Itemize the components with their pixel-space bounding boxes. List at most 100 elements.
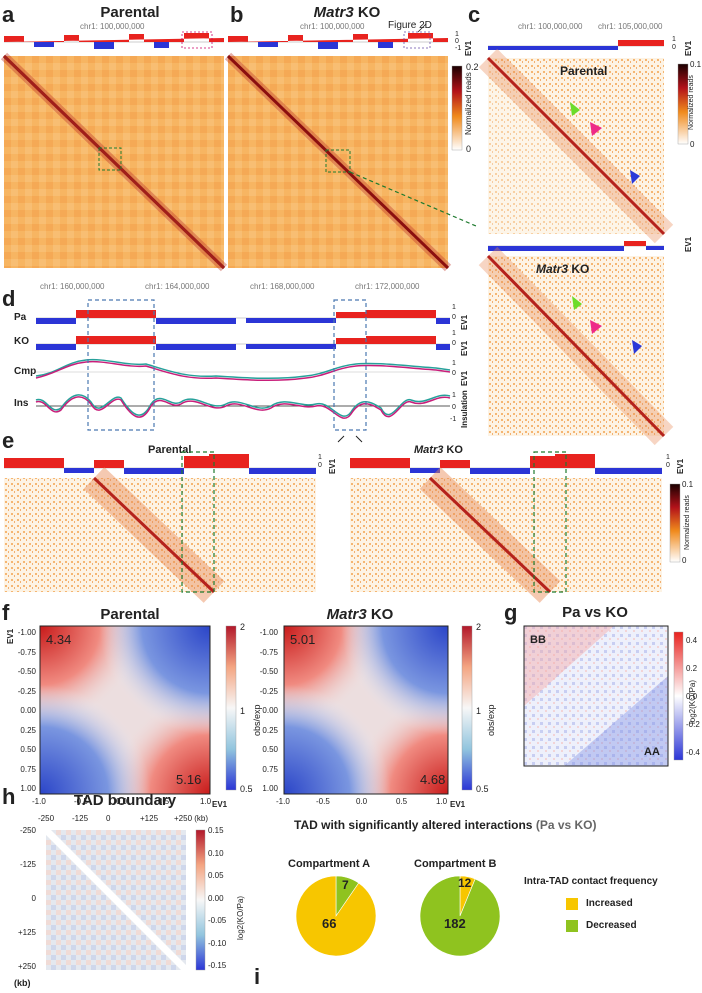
f-right-cb-2: 2 [476,622,482,632]
i-legend-decreased: Decreased [586,920,637,931]
i-legend-increased: Increased [586,898,633,909]
h-cb-label: log2(KO/Pa) [236,895,245,940]
d-ev-tick-1c: 1 [452,360,456,367]
panel-c-coord1: chr1: 100,000,000 [518,22,583,31]
panel-a-ev-track [4,31,224,49]
c-colorbar [677,63,689,145]
ab-ev-tick-0: 0 [455,38,459,45]
d-ev-tick-0c: 0 [452,370,456,377]
f-left-title: Parental [100,606,160,623]
i-a-increased: 66 [322,916,337,931]
ab-colorbar [451,65,463,151]
h-cbticks-5: -0.10 [208,938,227,948]
h-yunit: (kb) [14,978,31,988]
ev-blue-a [34,42,169,49]
e-ev-tick-0l: 0 [318,462,322,469]
panel-b-callout: Figure 2D [388,20,432,31]
panel-e-right [350,451,662,603]
pie-b-decreased-slice [419,875,501,957]
f-right-yticks-5: 0.25 [262,725,278,735]
i-title-main: TAD with significantly altered interacti… [294,818,536,832]
f-right-xticks-4: 1.0 [436,797,448,806]
panel-b-title-italic: Matr3 [313,4,354,21]
f-right-title-italic: Matr3 [326,606,367,623]
panel-a-hic-map [0,52,228,272]
f-right-cb-05: 0.5 [476,784,489,794]
ab-cb-max: 0.2 [466,62,479,72]
panel-letter-g: g [504,600,518,625]
f-right-yticks-0: -1.00 [259,628,278,637]
e-ev-tick-1r: 1 [666,454,670,461]
g-cb-label: log2(KO/Pa) [688,679,697,724]
i-legend-title: Intra-TAD contact frequency [524,876,658,887]
c-cb-label: Normalized reads [688,75,695,130]
d-ins-label: Insulation [460,390,469,428]
f-left-colorbar [225,625,237,791]
g-title: Pa vs KO [562,604,628,621]
c-cb-max: 0.1 [690,60,702,69]
h-xticks-1: -125 [72,814,89,823]
f-right-xlabel: EV1 [450,800,466,809]
f-left-yticks-5: 0.25 [20,725,36,735]
c-ev-label: EV1 [684,40,693,56]
d-ins-tick-0: 0 [452,404,456,411]
h-cbticks-6: -0.15 [208,961,227,970]
d-coord-2: chr1: 168,000,000 [250,282,315,291]
f-right-corner-top: 5.01 [290,632,316,647]
panel-d-tracks [35,299,451,443]
h-cbticks-3: 0.00 [208,893,224,903]
f-right-yticks-3: -0.25 [259,686,278,696]
d-ins-tick-1: 1 [452,392,456,399]
g-cbticks-3: -0.2 [686,720,700,729]
f-left-yticks-3: -0.25 [17,686,36,696]
f-left-yticks-7: 0.75 [20,764,36,774]
panel-c-ev-bottom [488,241,664,251]
f-right-yticks-2: -0.50 [259,667,278,676]
h-cbticks-0: 0.15 [208,826,224,835]
h-yticks-0: -250 [19,826,36,835]
arrowhead-green-top [570,102,580,116]
panel-letter-d: d [2,286,16,311]
arrowhead-pink-top [590,122,602,136]
e-ev-label-r: EV1 [676,458,685,474]
panel-letter-c: c [468,2,481,27]
g-cbticks-0: 0.4 [686,636,698,645]
f-left-xticks-4: 1.0 [200,797,212,806]
f-right-yticks-1: -0.75 [259,647,278,657]
f-left-yticks-2: -0.50 [17,667,36,676]
d-ins-tick-m1: -1 [450,416,457,423]
h-heatmap [43,827,189,973]
ab-ev-label: EV1 [464,40,473,56]
panel-b-title-suffix: KO [353,4,381,21]
c-ev-tick-1: 1 [672,36,676,43]
d-row-ko: KO [14,336,29,347]
f-right-title-suffix: KO [366,606,394,623]
panel-letter-a: a [2,2,15,27]
e-cb-min: 0 [682,556,687,565]
g-cbticks-1: 0.2 [686,664,698,673]
d-ev-tick-0b: 0 [452,340,456,347]
panel-c-bottom-italic: Matr3 [536,262,569,276]
f-right-xticks-2: 0.0 [356,797,368,806]
d-ev-tick-1b: 1 [452,330,456,337]
f-left-xlabel: EV1 [212,800,228,809]
c-ev-tick-0: 0 [672,44,676,51]
panel-b-coord: chr1: 100,000,000 [300,22,365,31]
i-b-decreased: 182 [444,916,466,931]
d-coord-0: chr1: 160,000,000 [40,282,105,291]
f-left-yticks-8: 1.00 [20,784,36,793]
panel-letter-h: h [2,784,16,809]
panel-letter-b: b [230,2,244,27]
f-left-xticks-3: 0.5 [158,797,170,806]
h-xticks-0: -250 [38,814,55,823]
panel-c-hic-parental [478,48,674,244]
f-left-xticks-2: 0.0 [116,797,128,806]
g-heatmap [523,625,669,767]
g-cbticks-4: -0.4 [686,748,700,757]
h-cbticks-1: 0.10 [208,848,224,858]
f-right-yticks-7: 0.75 [262,764,278,774]
panel-e-left [4,451,316,603]
panel-letter-i: i [254,964,261,989]
h-xticks-4: +250 (kb) [174,814,209,823]
panel-c-coord2: chr1: 105,000,000 [598,22,663,31]
